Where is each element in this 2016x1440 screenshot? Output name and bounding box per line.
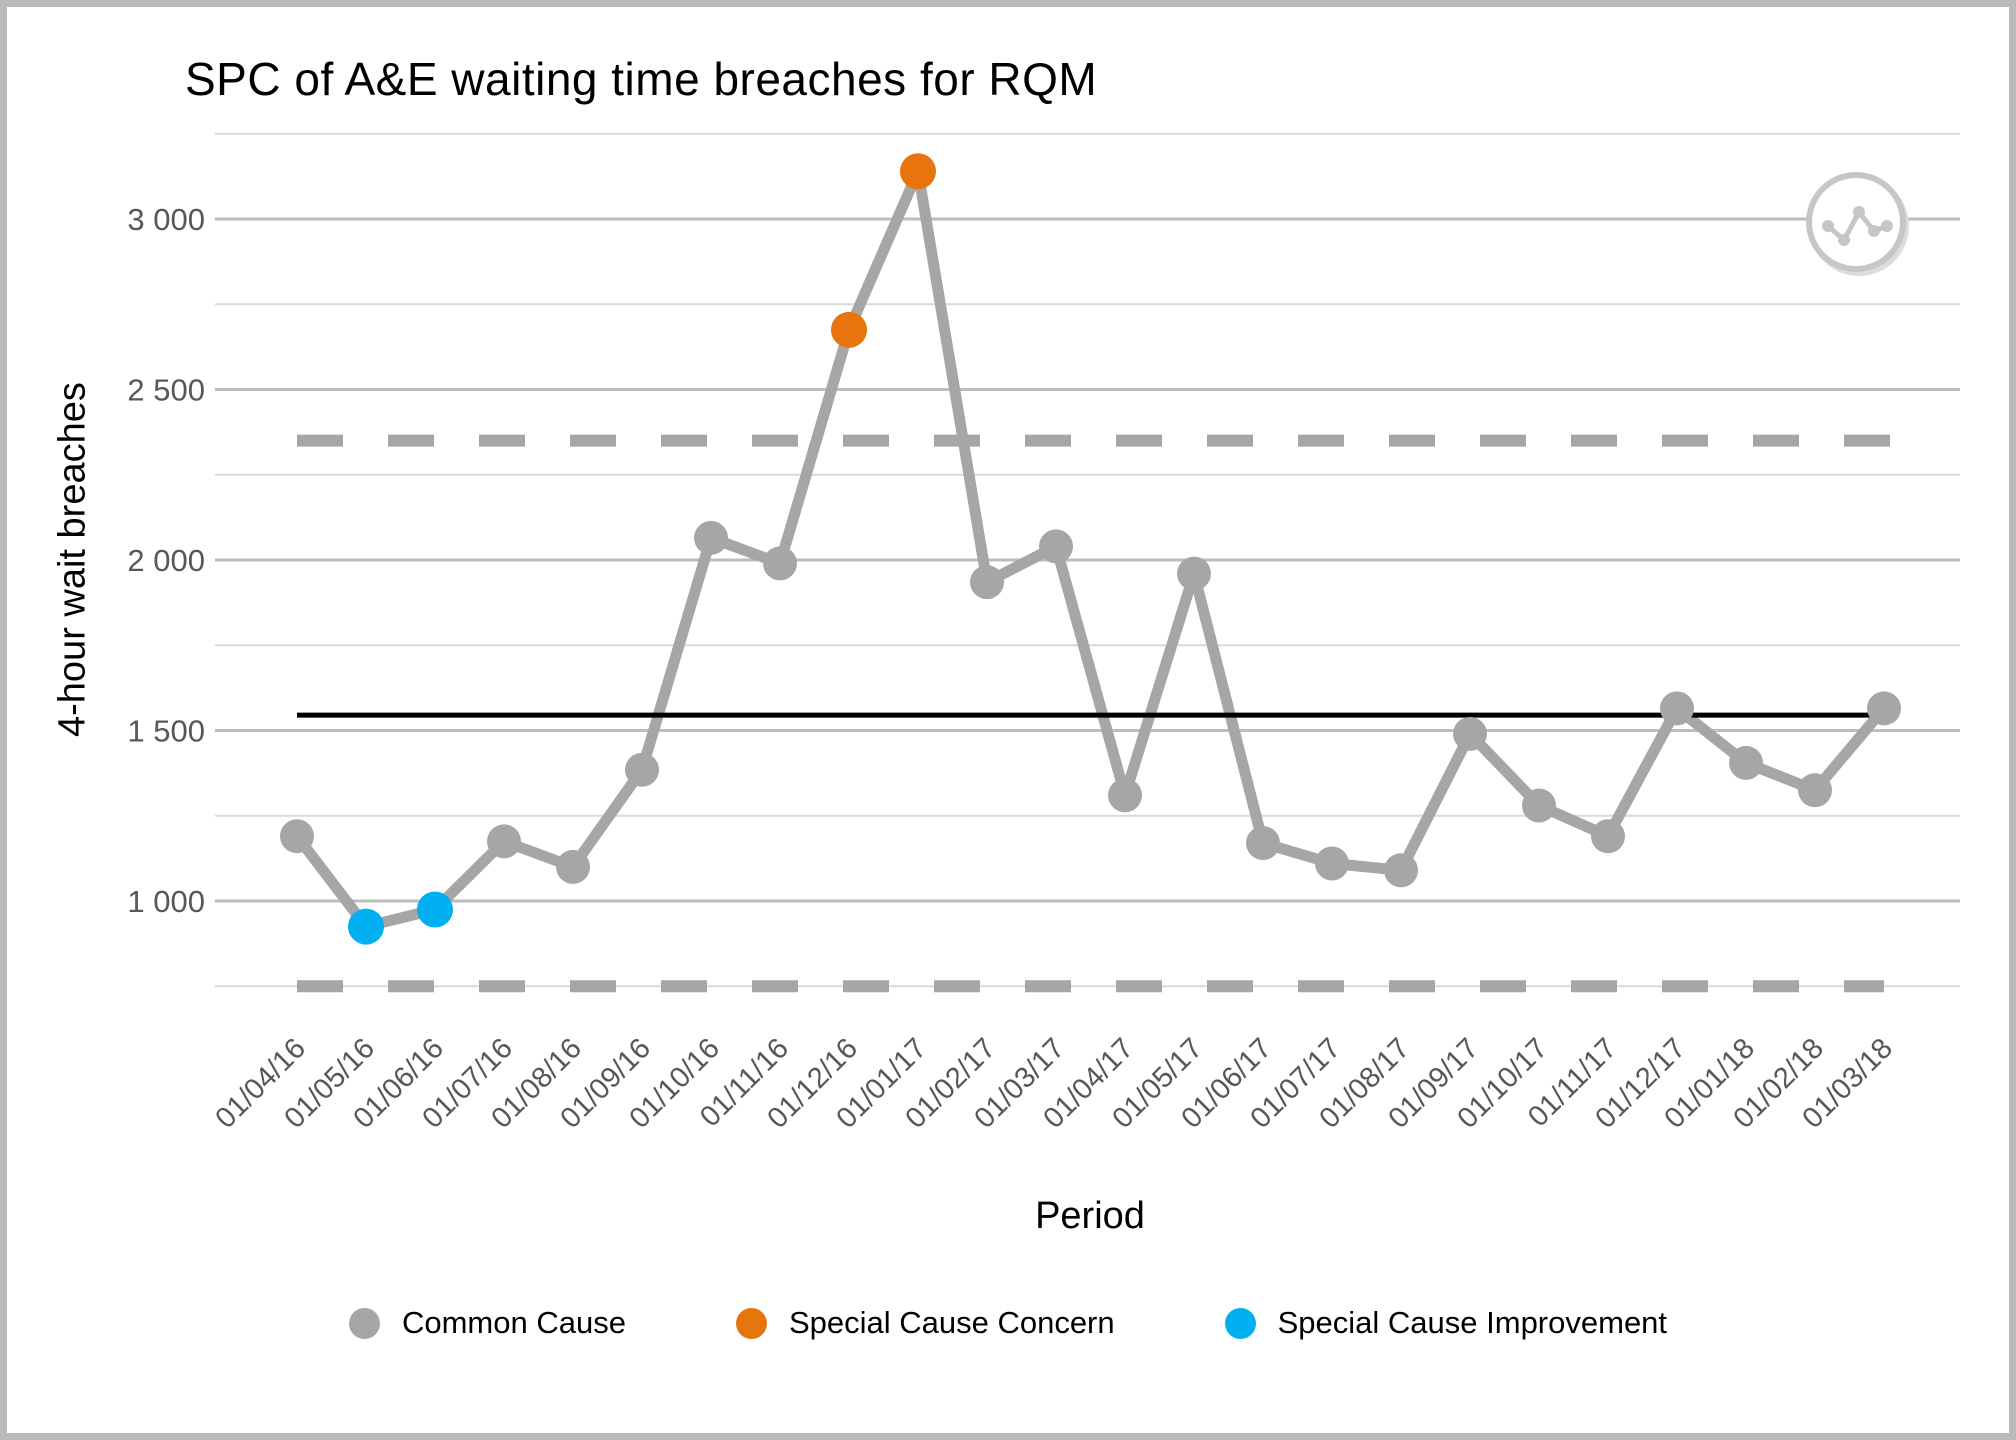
y-tick-label: 3 000 bbox=[127, 202, 205, 237]
data-point-common bbox=[556, 849, 590, 884]
data-point-common bbox=[280, 819, 314, 854]
data-point-common bbox=[1522, 788, 1556, 823]
data-point-common bbox=[1867, 691, 1901, 726]
data-point-common bbox=[1039, 529, 1073, 564]
y-tick-label: 2 000 bbox=[127, 543, 205, 578]
data-point-common bbox=[1591, 819, 1625, 854]
data-point-concern bbox=[900, 153, 936, 190]
data-point-common bbox=[1315, 846, 1349, 881]
legend-label-special-cause-improvement: Special Cause Improvement bbox=[1277, 1305, 1668, 1340]
data-point-common bbox=[694, 520, 728, 555]
chart-legend: Common Cause Special Cause Concern Speci… bbox=[0, 1305, 2016, 1341]
data-point-common bbox=[1660, 691, 1694, 726]
legend-label-special-cause-concern: Special Cause Concern bbox=[788, 1305, 1115, 1340]
y-axis-title: 4-hour wait breaches bbox=[51, 382, 94, 738]
data-point-common bbox=[763, 546, 797, 581]
y-tick-label: 1 500 bbox=[127, 714, 205, 749]
chart-title: SPC of A&E waiting time breaches for RQM bbox=[185, 53, 1098, 105]
data-point-common bbox=[1798, 773, 1832, 808]
common-cause-dot-icon bbox=[348, 1307, 380, 1339]
y-tick-label: 2 500 bbox=[127, 373, 205, 408]
data-point-common bbox=[1246, 826, 1280, 861]
data-point-common bbox=[1729, 745, 1763, 780]
data-point-common bbox=[970, 565, 1004, 600]
legend-label-common-cause: Common Cause bbox=[401, 1305, 626, 1340]
data-point-improvement bbox=[348, 908, 384, 945]
line-chart-icon bbox=[1806, 172, 1909, 276]
legend-item-special-cause-concern: Special Cause Concern bbox=[735, 1305, 1115, 1341]
legend-item-common-cause: Common Cause bbox=[348, 1305, 626, 1341]
data-point-common bbox=[1108, 778, 1142, 813]
data-point-common bbox=[1384, 853, 1418, 888]
y-tick-label: 1 000 bbox=[127, 884, 205, 919]
data-point-common bbox=[487, 824, 521, 859]
special-cause-improvement-dot-icon bbox=[1224, 1307, 1256, 1339]
data-point-concern bbox=[831, 311, 867, 348]
x-axis-title: Period bbox=[1035, 1195, 1145, 1237]
data-point-common bbox=[625, 752, 659, 787]
data-point-improvement bbox=[417, 891, 453, 928]
data-point-common bbox=[1177, 556, 1211, 591]
series-line bbox=[291, 165, 1890, 933]
special-cause-concern-dot-icon bbox=[735, 1307, 767, 1339]
legend-item-special-cause-improvement: Special Cause Improvement bbox=[1224, 1305, 1668, 1341]
data-point-common bbox=[1453, 716, 1487, 751]
